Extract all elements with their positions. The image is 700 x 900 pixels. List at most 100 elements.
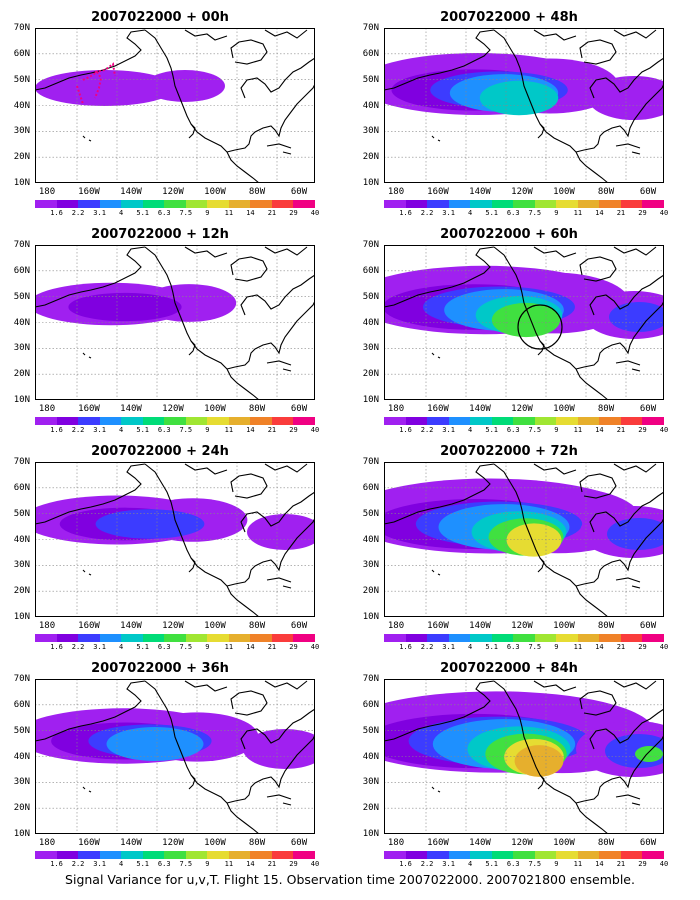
variance-contour [635,746,663,762]
lon-tick-label: 100W [553,187,575,197]
colorbar-label: 21 [616,860,626,868]
colorbar-swatch [427,200,449,208]
lat-tick-label: 30N [13,126,30,137]
lat-tick-label: 60N [362,265,379,276]
lon-tick-label: 100W [204,838,226,848]
colorbar-swatch [271,200,294,208]
colorbar-label: 9 [205,209,210,217]
colorbar-label: 5.1 [485,860,499,868]
colorbar-label: 29 [289,860,298,868]
panel-title: 2007022000 + 48h [440,10,578,25]
lon-tick-label: 60W [639,621,657,631]
lon-tick-label: 120W [162,621,184,631]
target-region-circle [517,304,563,350]
colorbar-label: 4 [119,860,124,868]
lon-tick-label: 180 [387,838,405,848]
lat-tick-label: 50N [362,508,379,519]
lon-tick-label: 160W [78,404,100,414]
colorbar-swatch [642,634,664,642]
colorbar-label: 3.1 [442,643,455,651]
variance-shading [35,495,315,550]
colorbar-label: 9 [554,643,559,651]
lat-tick-label: 70N [362,457,379,467]
variance-contour [491,302,561,338]
colorbar-swatch [470,634,492,642]
colorbar-label: 1.6 [399,860,412,868]
colorbar-label: 7.5 [179,426,193,434]
coastlines [384,463,664,617]
colorbar-label: 14 [246,426,255,434]
colorbar-labels: 1.6 2.2 3.1 4 5.1 6.3 7.5 9 11 14 21 29 40 [384,643,668,651]
map-panel-60h: 2007022000 + 60h 70N 60N 50N 40N 30N 20N 10N 180… [349,227,669,434]
graticule [384,245,664,400]
colorbar-swatch [577,851,600,859]
lon-tick-label: 100W [553,404,575,414]
lon-tick-label: 80W [597,621,615,631]
colorbar [384,851,664,859]
colorbar-label: 7.5 [179,209,193,217]
colorbar-label: 2.2 [71,643,85,651]
colorbar-swatch [228,417,251,425]
colorbar-swatch [384,851,406,859]
lon-tick-label: 140W [469,187,491,197]
variance-contour [145,70,225,102]
map-frame [35,28,315,183]
lon-tick-label: 80W [248,404,266,414]
colorbar-label: 29 [638,643,647,651]
colorbar-swatch [142,417,165,425]
colorbar-label: 4 [468,426,473,434]
variance-contour [68,292,182,322]
lon-tick-label: 140W [120,838,142,848]
colorbar-label: 29 [638,209,647,217]
colorbar-swatch [513,634,535,642]
variance-contour [247,514,315,550]
lon-tick-label: 60W [290,621,308,631]
variance-contour [506,523,562,557]
lat-tick-label: 10N [362,395,379,405]
colorbar-swatch [250,200,272,208]
graticule [35,28,315,183]
colorbar-label: 5.1 [136,643,150,651]
lat-tick-label: 40N [362,317,379,328]
colorbar-swatch [534,417,557,425]
coastlines [35,463,315,617]
lat-tick-label: 10N [362,612,379,622]
lon-tick-label: 100W [553,621,575,631]
lon-tick-label: 140W [469,621,491,631]
map-panel-36h: 2007022000 + 36h 70N 60N 50N 40N 30N 20N 10N 180… [0,661,320,868]
colorbar-label: 21 [616,643,626,651]
colorbar-swatch [491,634,514,642]
colorbar-label: 5.1 [485,209,499,217]
panel-title: 2007022000 + 12h [91,227,229,242]
colorbar-labels: 1.6 2.2 3.1 4 5.1 6.3 7.5 9 11 14 21 29 40 [35,860,319,868]
colorbar-label: 11 [573,860,583,868]
colorbar-swatch [293,417,315,425]
lon-tick-label: 180 [387,621,405,631]
lon-tick-label: 120W [511,187,533,197]
lon-tick-label: 160W [78,187,100,197]
colorbar-label: 2.2 [71,426,85,434]
lat-tick-label: 60N [13,48,30,59]
colorbar-label: 2.2 [420,209,434,217]
colorbar-label: 4 [119,426,124,434]
lat-tick-label: 50N [13,725,30,736]
colorbar-swatch [427,417,449,425]
lat-tick-label: 40N [362,534,379,545]
lon-tick-label: 60W [639,187,657,197]
lat-tick-label: 50N [362,725,379,736]
colorbar-swatch [577,417,600,425]
colorbar-label: 9 [205,643,210,651]
lon-tick-label: 120W [511,621,533,631]
map-plot [384,679,664,834]
lat-tick-label: 50N [13,74,30,85]
lon-tick-label: 160W [78,838,100,848]
colorbar-label: 40 [659,209,669,217]
colorbar-swatch [99,851,122,859]
colorbar-swatch [121,851,143,859]
colorbar-swatch [534,200,557,208]
colorbar-swatch [35,200,57,208]
lon-tick-label: 180 [38,404,56,414]
lat-tick-label: 40N [13,100,30,111]
map-panel-12h: 2007022000 + 12h 70N 60N 50N 40N 30N 20N 10N 180… [0,227,320,434]
colorbar-swatch [448,634,471,642]
